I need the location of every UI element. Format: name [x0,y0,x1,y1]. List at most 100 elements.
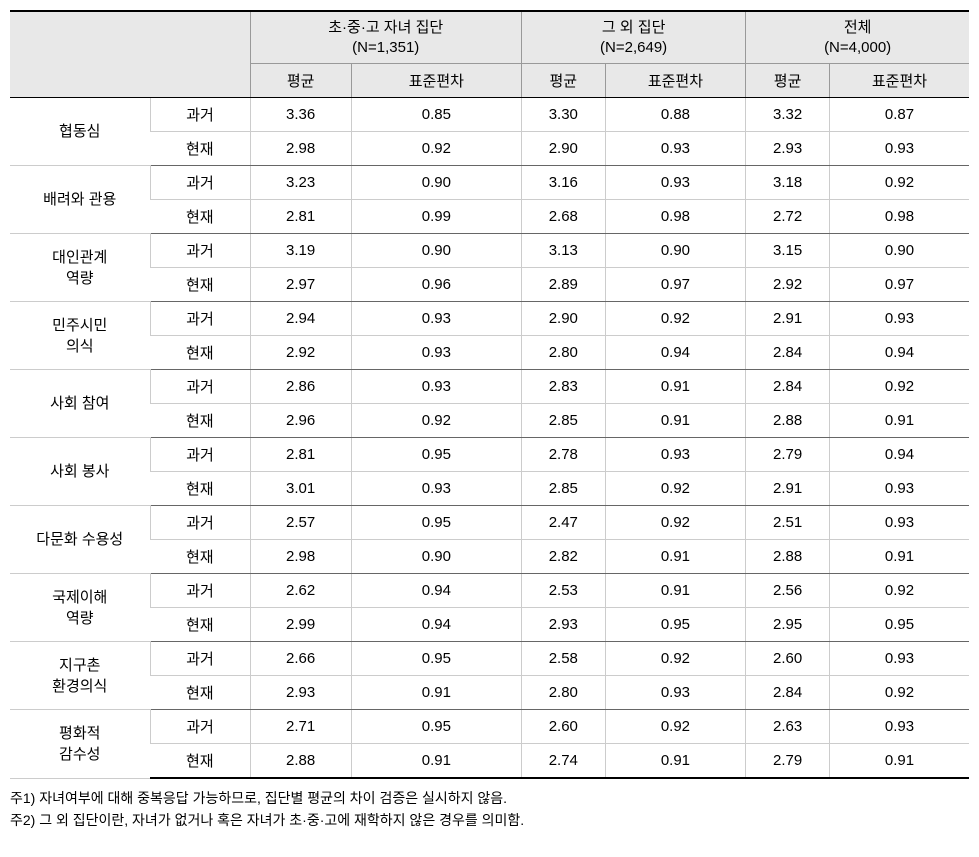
footnote-1: 주1) 자녀여부에 대해 중복응답 가능하므로, 집단별 평균의 차이 검증은 … [10,787,969,809]
period-label: 현재 [150,200,250,234]
table-row: 현재2.990.942.930.952.950.95 [10,608,969,642]
data-cell: 0.90 [829,234,969,268]
header-group-2: 그 외 집단 (N=2,649) [521,11,745,64]
data-cell: 2.79 [746,438,830,472]
data-cell: 2.86 [250,370,351,404]
data-cell: 2.94 [250,302,351,336]
table-row: 현재3.010.932.850.922.910.93 [10,472,969,506]
table-row: 현재2.980.902.820.912.880.91 [10,540,969,574]
data-cell: 0.93 [829,472,969,506]
data-cell: 0.94 [829,438,969,472]
data-cell: 0.93 [351,336,521,370]
footnotes: 주1) 자녀여부에 대해 중복응답 가능하므로, 집단별 평균의 차이 검증은 … [10,787,969,832]
period-label: 현재 [150,336,250,370]
data-cell: 2.79 [746,744,830,779]
data-cell: 2.81 [250,200,351,234]
data-cell: 2.85 [521,472,605,506]
data-cell: 0.91 [605,404,746,438]
category-label-line: 환경의식 [14,676,146,697]
period-label: 과거 [150,710,250,744]
category-label-line: 역량 [14,608,146,629]
data-cell: 3.32 [746,98,830,132]
category-label-line: 평화적 [14,723,146,744]
data-cell: 3.36 [250,98,351,132]
data-cell: 2.72 [746,200,830,234]
period-label: 과거 [150,370,250,404]
data-cell: 2.53 [521,574,605,608]
category-label: 배려와 관용 [10,166,150,234]
data-cell: 2.84 [746,370,830,404]
data-cell: 2.99 [250,608,351,642]
period-label: 과거 [150,302,250,336]
data-cell: 0.93 [829,302,969,336]
data-cell: 0.93 [351,302,521,336]
category-label-line: 지구촌 [14,655,146,676]
data-cell: 0.92 [829,574,969,608]
data-cell: 0.90 [605,234,746,268]
data-cell: 0.99 [351,200,521,234]
data-cell: 2.84 [746,676,830,710]
data-cell: 0.90 [351,234,521,268]
data-cell: 0.91 [605,370,746,404]
data-cell: 0.95 [829,608,969,642]
data-cell: 0.90 [351,540,521,574]
data-cell: 2.68 [521,200,605,234]
header-group-1: 초·중·고 자녀 집단 (N=1,351) [250,11,521,64]
data-cell: 2.88 [250,744,351,779]
table-row: 현재2.960.922.850.912.880.91 [10,404,969,438]
subheader-sd-3: 표준편차 [829,64,969,98]
header-group-1-n: (N=1,351) [255,38,517,58]
table-row: 지구촌환경의식과거2.660.952.580.922.600.93 [10,642,969,676]
data-cell: 0.96 [351,268,521,302]
period-label: 과거 [150,166,250,200]
table-row: 평화적감수성과거2.710.952.600.922.630.93 [10,710,969,744]
data-cell: 3.30 [521,98,605,132]
data-cell: 0.93 [605,132,746,166]
category-label-line: 사회 봉사 [14,461,146,482]
period-label: 현재 [150,744,250,779]
category-label-line: 의식 [14,336,146,357]
data-cell: 2.81 [250,438,351,472]
header-group-3: 전체 (N=4,000) [746,11,969,64]
table-row: 다문화 수용성과거2.570.952.470.922.510.93 [10,506,969,540]
data-cell: 0.91 [605,540,746,574]
data-cell: 0.97 [829,268,969,302]
period-label: 과거 [150,234,250,268]
category-label: 협동심 [10,98,150,166]
period-label: 과거 [150,506,250,540]
data-cell: 2.88 [746,540,830,574]
data-cell: 3.15 [746,234,830,268]
data-cell: 3.23 [250,166,351,200]
data-cell: 2.63 [746,710,830,744]
data-cell: 0.85 [351,98,521,132]
table-row: 현재2.810.992.680.982.720.98 [10,200,969,234]
data-cell: 2.56 [746,574,830,608]
subheader-mean-2: 평균 [521,64,605,98]
data-cell: 2.83 [521,370,605,404]
data-cell: 0.93 [605,438,746,472]
data-cell: 2.80 [521,676,605,710]
data-cell: 0.95 [351,642,521,676]
data-cell: 0.93 [829,506,969,540]
period-label: 현재 [150,268,250,302]
table-row: 현재2.880.912.740.912.790.91 [10,744,969,779]
table-row: 현재2.970.962.890.972.920.97 [10,268,969,302]
data-cell: 2.90 [521,132,605,166]
table-row: 국제이해역량과거2.620.942.530.912.560.92 [10,574,969,608]
statistics-table: 초·중·고 자녀 집단 (N=1,351) 그 외 집단 (N=2,649) 전… [10,10,969,779]
period-label: 현재 [150,132,250,166]
data-cell: 2.93 [746,132,830,166]
data-cell: 0.92 [605,302,746,336]
category-label-line: 감수성 [14,744,146,765]
data-cell: 3.13 [521,234,605,268]
period-label: 현재 [150,404,250,438]
subheader-sd-2: 표준편차 [605,64,746,98]
data-cell: 0.91 [829,404,969,438]
data-cell: 2.57 [250,506,351,540]
category-label-line: 대인관계 [14,247,146,268]
data-cell: 2.88 [746,404,830,438]
table-row: 현재2.980.922.900.932.930.93 [10,132,969,166]
table-row: 사회 참여과거2.860.932.830.912.840.92 [10,370,969,404]
data-cell: 0.98 [605,200,746,234]
period-label: 과거 [150,98,250,132]
